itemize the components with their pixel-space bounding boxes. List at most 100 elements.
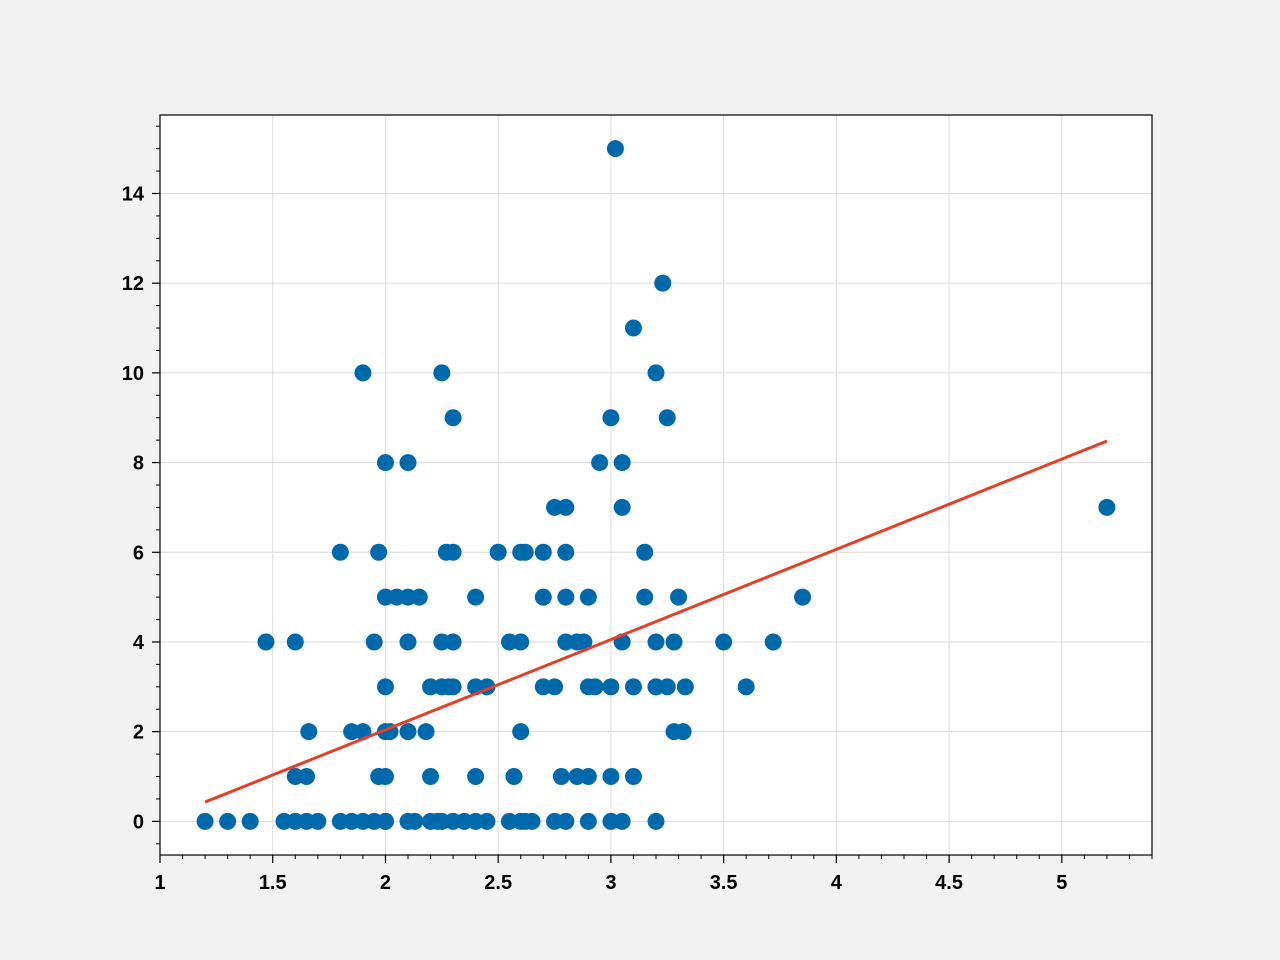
scatter-point: [257, 633, 275, 651]
scatter-point: [444, 633, 462, 651]
scatter-point: [1098, 498, 1116, 516]
scatter-point: [676, 678, 694, 696]
x-tick-label: 4.5: [935, 872, 963, 894]
axis-tick-labels: 1 1.5 2 2.5 3 3.5 4 4.5 5 0 2 4 6 8 10 12 14: [122, 183, 1068, 894]
scatter-point: [647, 812, 665, 830]
scatter-point: [636, 543, 654, 561]
scatter-point: [546, 678, 564, 696]
scatter-point: [417, 723, 435, 741]
scatter-point: [534, 588, 552, 606]
y-tick-label: 0: [133, 811, 144, 833]
axes-background: [160, 115, 1152, 855]
x-tick-label: 5: [1056, 872, 1067, 894]
scatter-point: [591, 454, 609, 472]
scatter-point: [665, 633, 683, 651]
scatter-point: [478, 812, 496, 830]
scatter-point: [376, 768, 394, 786]
scatter-point: [674, 723, 692, 741]
scatter-point: [467, 588, 485, 606]
scatter-point: [586, 678, 604, 696]
scatter-point: [602, 678, 620, 696]
scatter-point: [410, 588, 428, 606]
plot-area: [196, 140, 1116, 830]
scatter-point: [376, 678, 394, 696]
scatter-point: [219, 812, 237, 830]
scatter-point: [433, 364, 451, 382]
scatter-point: [654, 274, 672, 292]
scatter-point: [399, 723, 417, 741]
x-tick-label: 3: [605, 872, 616, 894]
scatter-point: [579, 768, 597, 786]
x-tick-label: 1: [154, 872, 165, 894]
scatter-point: [624, 319, 642, 337]
x-tick-label: 3.5: [710, 872, 738, 894]
y-tick-label: 2: [133, 722, 144, 744]
scatter-point: [647, 364, 665, 382]
scatter-point: [309, 812, 327, 830]
scatter-point: [613, 812, 631, 830]
scatter-point: [606, 140, 624, 158]
scatter-point: [670, 588, 688, 606]
scatter-point: [365, 633, 383, 651]
scatter-point: [647, 633, 665, 651]
scatter-point: [602, 409, 620, 427]
scatter-point: [399, 633, 417, 651]
scatter-point: [467, 768, 485, 786]
scatter-point: [399, 454, 417, 472]
scatter-point: [624, 768, 642, 786]
fit-line: [204, 439, 1108, 804]
scatter-point: [552, 768, 570, 786]
scatter-point: [579, 812, 597, 830]
scatter-point: [516, 543, 534, 561]
x-tick-label: 2.5: [484, 872, 512, 894]
scatter-point: [602, 768, 620, 786]
scatter-point: [512, 633, 530, 651]
y-tick-label: 12: [122, 273, 144, 295]
scatter-point: [331, 543, 349, 561]
scatter-point: [300, 723, 318, 741]
y-tick-label: 4: [133, 632, 145, 654]
scatter-point: [241, 812, 259, 830]
scatter-point: [489, 543, 507, 561]
scatter-point: [579, 588, 597, 606]
y-tick-label: 6: [133, 542, 144, 564]
scatter-point: [298, 768, 316, 786]
scatter-point: [370, 543, 388, 561]
scatter-point: [658, 678, 676, 696]
scatter-point: [658, 409, 676, 427]
scatter-point: [354, 364, 372, 382]
axis-ticks: [152, 125, 1153, 863]
scatter-point: [196, 812, 214, 830]
y-tick-label: 10: [122, 363, 144, 385]
scatter-point: [764, 633, 782, 651]
scatter-point: [376, 812, 394, 830]
scatter-point: [376, 454, 394, 472]
scatter-point: [557, 543, 575, 561]
scatter-point: [794, 588, 812, 606]
scatter-point: [557, 812, 575, 830]
scatter-point: [444, 409, 462, 427]
y-tick-label: 14: [122, 183, 145, 205]
scatter-point: [512, 723, 530, 741]
scatter-point: [613, 454, 631, 472]
x-tick-label: 2: [380, 872, 391, 894]
scatter-point: [575, 633, 593, 651]
scatter-point: [422, 768, 440, 786]
scatter-point: [286, 633, 304, 651]
scatter-point: [737, 678, 755, 696]
scatter-point: [523, 812, 541, 830]
scatter-point: [613, 498, 631, 516]
scatter-point: [636, 588, 654, 606]
scatter-point: [624, 678, 642, 696]
scatter-point: [557, 588, 575, 606]
scatter-point: [557, 498, 575, 516]
scatter-point: [534, 543, 552, 561]
scatter-point: [505, 768, 523, 786]
x-tick-label: 4: [831, 872, 843, 894]
y-tick-label: 8: [133, 453, 144, 475]
x-tick-label: 1.5: [259, 872, 287, 894]
scatter-point: [406, 812, 424, 830]
scatter-point: [444, 678, 462, 696]
scatter-point: [444, 543, 462, 561]
